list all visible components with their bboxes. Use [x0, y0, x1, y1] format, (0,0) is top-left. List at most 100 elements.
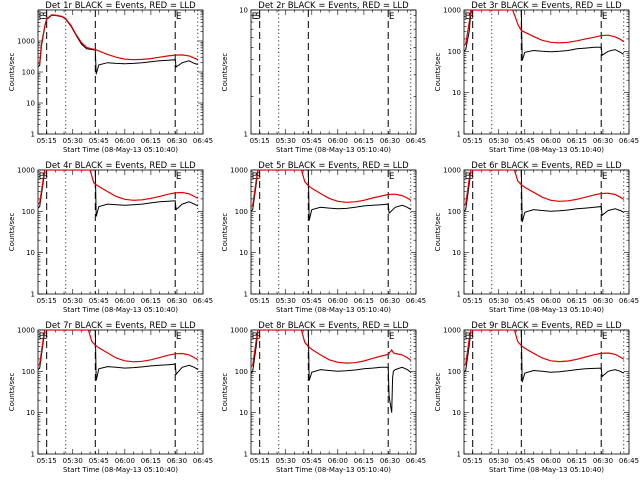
- x-axis-label: Start Time (08-May-13 05:10:40): [63, 466, 178, 474]
- x-tick-label: 05:15: [250, 137, 270, 145]
- y-tick-label: 1: [244, 451, 248, 459]
- x-tick-label: 06:30: [167, 297, 187, 305]
- x-tick-label: 05:15: [463, 137, 483, 145]
- panel-title: Det 5r BLACK = Events, RED = LLD: [258, 161, 409, 171]
- y-tick-label: 1: [457, 291, 461, 299]
- x-tick-label: 05:30: [489, 137, 509, 145]
- y-tick-label: 10: [26, 249, 35, 257]
- x-axis-label: Start Time (08-May-13 05:10:40): [276, 466, 391, 474]
- x-tick-label: 06:30: [380, 457, 400, 465]
- y-axis-label: Counts/sec: [434, 213, 442, 252]
- y-tick-label: 100: [448, 368, 461, 376]
- x-tick-label: 06:15: [141, 137, 161, 145]
- y-axis-label: Counts/sec: [221, 53, 229, 92]
- x-tick-label: 05:30: [63, 457, 83, 465]
- events-series-line: [251, 330, 412, 413]
- panel-det-8: Det 8r BLACK = Events, RED = LLD 1 10 100 10…: [221, 321, 426, 474]
- panel-det-9: Det 9r BLACK = Events, RED = LLD 1 10 100 10…: [434, 321, 639, 474]
- x-tick-label: 06:15: [354, 137, 374, 145]
- y-tick-label: 100: [448, 208, 461, 216]
- x-tick-label: 06:15: [354, 457, 374, 465]
- lld-series-line: [464, 10, 625, 46]
- y-axis-label: Counts/sec: [221, 213, 229, 252]
- x-tick-label: 06:00: [541, 137, 561, 145]
- event-marker-S: S: [255, 332, 261, 342]
- x-tick-label: 06:15: [567, 457, 587, 465]
- y-tick-label: 10: [452, 249, 461, 257]
- x-axis-label: Start Time (08-May-13 05:10:40): [489, 306, 604, 314]
- x-tick-label: 06:15: [141, 297, 161, 305]
- x-tick-label: 05:45: [302, 137, 322, 145]
- event-marker-E: E: [602, 12, 608, 22]
- panel-det-1: Det 1r BLACK = Events, RED = LLD 1 10 100 10…: [8, 1, 213, 154]
- plot-frame: [37, 9, 204, 135]
- panel-det-5: Det 5r BLACK = Events, RED = LLD 1 10 100 10…: [221, 161, 426, 314]
- y-tick-label: 1: [457, 131, 461, 139]
- y-tick-label: 100: [22, 69, 35, 77]
- y-tick-label: 1: [31, 131, 35, 139]
- y-axis-label: Counts/sec: [221, 373, 229, 412]
- y-tick-label: 100: [22, 368, 35, 376]
- y-tick-label: 1: [31, 451, 35, 459]
- event-marker-E: E: [176, 12, 182, 22]
- y-axis-label: Counts/sec: [434, 373, 442, 412]
- y-axis-label: Counts/sec: [8, 213, 16, 252]
- y-tick-label: 1000: [17, 327, 35, 335]
- panel-det-4: Det 4r BLACK = Events, RED = LLD 1 10 100 10…: [8, 161, 213, 314]
- plot-frame: [463, 9, 630, 135]
- x-tick-label: 06:45: [193, 457, 213, 465]
- event-marker-S: S: [468, 12, 474, 22]
- event-marker-S: S: [42, 332, 48, 342]
- y-tick-label: 10: [239, 249, 248, 257]
- x-tick-label: 06:15: [141, 457, 161, 465]
- x-tick-label: 06:30: [167, 137, 187, 145]
- events-series-line: [38, 170, 199, 217]
- x-tick-label: 05:30: [63, 137, 83, 145]
- event-marker-E: E: [602, 332, 608, 342]
- x-tick-label: 05:15: [250, 457, 270, 465]
- x-tick-label: 05:30: [276, 457, 296, 465]
- y-tick-label: 100: [22, 208, 35, 216]
- event-marker-S: S: [42, 172, 48, 182]
- y-tick-label: 10: [239, 409, 248, 417]
- x-tick-label: 06:30: [380, 297, 400, 305]
- event-marker-E: E: [252, 172, 258, 182]
- lld-series-line: [464, 330, 625, 366]
- event-marker-E: E: [465, 172, 471, 182]
- x-tick-label: 05:45: [89, 457, 109, 465]
- plot-frame: [250, 169, 417, 295]
- x-tick-label: 05:30: [276, 137, 296, 145]
- panel-det-2: Det 2r BLACK = Events, RED = LLD 1 10 05:15…: [221, 1, 426, 154]
- x-tick-label: 06:15: [567, 137, 587, 145]
- lld-series-line: [464, 170, 625, 206]
- event-marker-E: E: [465, 332, 471, 342]
- x-tick-label: 05:45: [515, 137, 535, 145]
- x-tick-label: 06:45: [619, 297, 639, 305]
- y-axis-label: Counts/sec: [8, 373, 16, 412]
- event-marker-E: E: [39, 332, 45, 342]
- y-tick-label: 1: [457, 451, 461, 459]
- x-tick-label: 05:45: [302, 457, 322, 465]
- panel-title: Det 4r BLACK = Events, RED = LLD: [45, 161, 196, 171]
- panel-title: Det 6r BLACK = Events, RED = LLD: [471, 161, 622, 171]
- y-tick-label: 1: [244, 291, 248, 299]
- event-marker-E: E: [465, 12, 471, 22]
- x-tick-label: 06:30: [593, 137, 613, 145]
- x-tick-label: 06:30: [167, 457, 187, 465]
- x-tick-label: 05:30: [489, 457, 509, 465]
- plot-frame: [463, 329, 630, 455]
- lld-series-line: [38, 170, 199, 205]
- lld-series-line: [251, 330, 412, 368]
- y-tick-label: 10: [26, 409, 35, 417]
- lld-series-line: [38, 14, 199, 64]
- panel-det-6: Det 6r BLACK = Events, RED = LLD 1 10 100 10…: [434, 161, 639, 314]
- x-tick-label: 06:45: [193, 137, 213, 145]
- panel-title: Det 3r BLACK = Events, RED = LLD: [471, 1, 622, 11]
- x-tick-label: 06:45: [619, 137, 639, 145]
- panel-title: Det 7r BLACK = Events, RED = LLD: [45, 321, 196, 331]
- panel-title: Det 2r BLACK = Events, RED = LLD: [258, 1, 409, 11]
- panel-title: Det 1r BLACK = Events, RED = LLD: [45, 1, 196, 11]
- event-marker-E: E: [389, 172, 395, 182]
- y-tick-label: 1000: [443, 327, 461, 335]
